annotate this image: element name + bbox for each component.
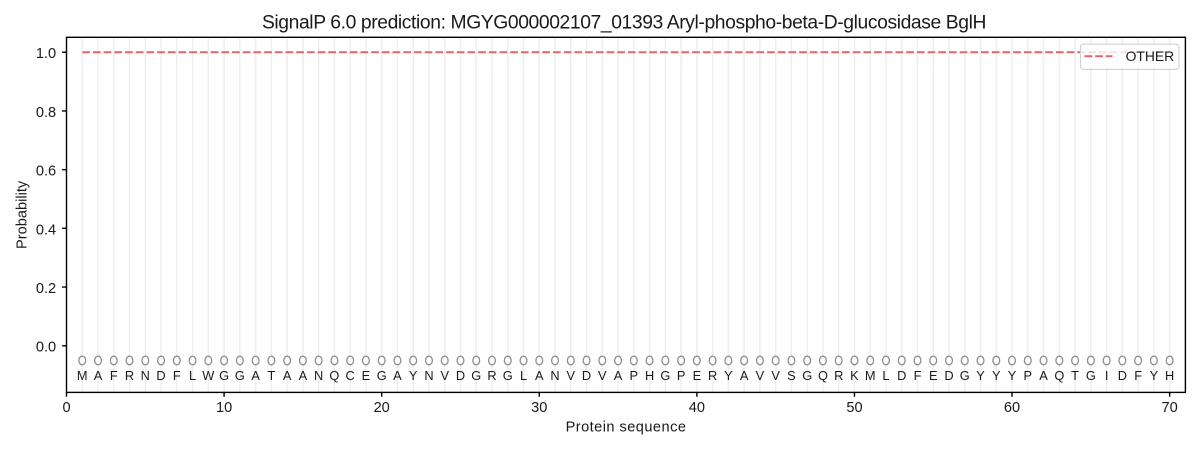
svg-text:L: L [189,368,196,383]
svg-text:A: A [94,368,103,383]
svg-text:V: V [440,368,449,383]
svg-text:Q: Q [1054,368,1064,383]
svg-text:D: D [156,368,165,383]
svg-text:G: G [802,368,812,383]
svg-text:0.2: 0.2 [36,281,56,297]
svg-text:20: 20 [374,400,390,416]
svg-text:L: L [520,368,527,383]
svg-text:G: G [503,368,513,383]
svg-text:P: P [677,368,686,383]
svg-text:N: N [550,368,559,383]
svg-text:Y: Y [1008,368,1017,383]
svg-text:G: G [960,368,970,383]
svg-text:A: A [393,368,402,383]
svg-text:G: G [471,368,481,383]
svg-text:0.4: 0.4 [36,222,56,238]
svg-text:Y: Y [409,368,418,383]
svg-text:Protein sequence: Protein sequence [566,420,687,436]
svg-text:OTHER: OTHER [1126,48,1175,64]
svg-text:R: R [487,368,496,383]
svg-text:A: A [614,368,623,383]
svg-text:I: I [1105,368,1109,383]
svg-text:Y: Y [724,368,733,383]
svg-text:0: 0 [62,400,70,416]
svg-text:Probability: Probability [14,180,30,249]
svg-text:F: F [173,368,181,383]
svg-text:A: A [283,368,292,383]
svg-text:F: F [1134,368,1142,383]
svg-text:N: N [424,368,433,383]
svg-text:Y: Y [1150,368,1159,383]
svg-text:G: G [377,368,387,383]
svg-text:P: P [630,368,639,383]
svg-text:R: R [125,368,134,383]
svg-text:M: M [865,368,876,383]
svg-text:P: P [1024,368,1033,383]
svg-text:T: T [1071,368,1079,383]
svg-text:10: 10 [216,400,232,416]
svg-text:E: E [362,368,371,383]
svg-text:C: C [346,368,355,383]
svg-text:V: V [771,368,780,383]
svg-text:50: 50 [846,400,862,416]
svg-text:A: A [251,368,260,383]
svg-text:V: V [756,368,765,383]
svg-text:A: A [1039,368,1048,383]
svg-text:A: A [299,368,308,383]
svg-text:G: G [235,368,245,383]
svg-text:F: F [110,368,118,383]
svg-text:L: L [882,368,889,383]
svg-text:60: 60 [1004,400,1020,416]
svg-text:N: N [314,368,323,383]
svg-text:T: T [267,368,275,383]
svg-text:R: R [708,368,717,383]
svg-text:Q: Q [329,368,339,383]
svg-text:G: G [219,368,229,383]
svg-text:V: V [598,368,607,383]
svg-text:V: V [567,368,576,383]
svg-text:0.8: 0.8 [36,105,56,121]
svg-text:W: W [202,368,215,383]
svg-text:K: K [850,368,859,383]
svg-text:N: N [141,368,150,383]
svg-text:E: E [929,368,938,383]
svg-text:0.6: 0.6 [36,164,56,180]
svg-text:M: M [77,368,88,383]
svg-text:Y: Y [992,368,1001,383]
svg-text:A: A [535,368,544,383]
svg-text:70: 70 [1162,400,1178,416]
svg-text:H: H [645,368,654,383]
svg-text:D: D [1118,368,1127,383]
svg-text:G: G [1086,368,1096,383]
svg-text:D: D [456,368,465,383]
svg-text:D: D [582,368,591,383]
svg-text:Y: Y [976,368,985,383]
svg-text:SignalP 6.0 prediction: MGYG00: SignalP 6.0 prediction: MGYG000002107_01… [262,13,986,34]
svg-text:D: D [944,368,953,383]
svg-text:H: H [1165,368,1174,383]
svg-text:A: A [740,368,749,383]
svg-text:1.0: 1.0 [36,46,56,62]
svg-text:D: D [897,368,906,383]
svg-text:F: F [914,368,922,383]
svg-text:E: E [693,368,702,383]
svg-text:G: G [660,368,670,383]
svg-text:40: 40 [689,400,705,416]
svg-text:S: S [787,368,796,383]
svg-text:0.0: 0.0 [36,340,56,356]
svg-text:R: R [834,368,843,383]
svg-text:Q: Q [818,368,828,383]
svg-text:30: 30 [531,400,547,416]
